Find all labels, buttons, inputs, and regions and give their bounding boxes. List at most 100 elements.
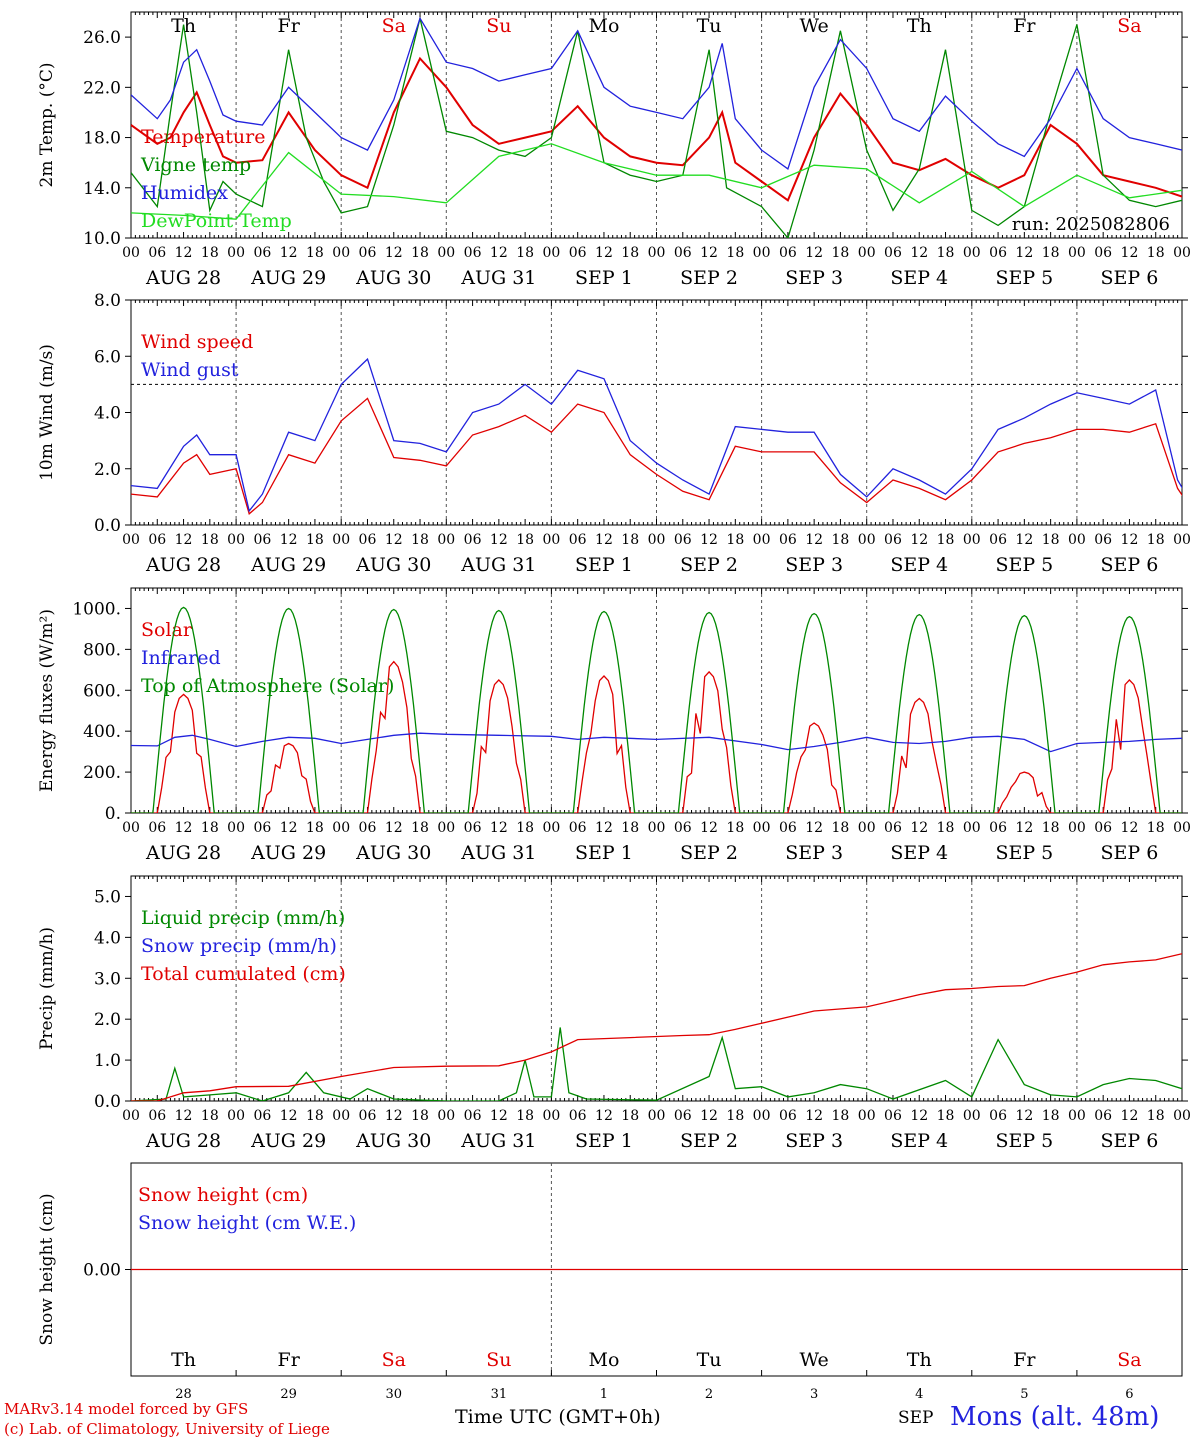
legend-humidex: Humidex xyxy=(141,182,228,204)
hour-tick-label: 00 xyxy=(963,245,981,261)
hour-tick-label: 18 xyxy=(201,820,219,836)
hour-tick-label: 18 xyxy=(621,532,639,548)
hour-tick-label: 00 xyxy=(332,820,350,836)
hour-tick-label: 18 xyxy=(516,1108,534,1124)
day-label: SEP 1 xyxy=(575,1130,633,1152)
y-tick-label: 4.0 xyxy=(94,928,121,948)
hour-tick-label: 00 xyxy=(227,820,245,836)
hour-tick-label: 06 xyxy=(779,820,797,836)
hour-tick-label: 18 xyxy=(1147,532,1165,548)
hour-tick-label: 06 xyxy=(148,532,166,548)
hour-tick-label: 18 xyxy=(411,820,429,836)
weekday-label: We xyxy=(800,1349,829,1371)
top-of-atmosphere-solar-line xyxy=(131,606,1182,813)
day-number-label: 4 xyxy=(915,1387,923,1402)
hour-tick-label: 06 xyxy=(253,245,271,261)
hour-tick-label: 06 xyxy=(674,820,692,836)
hour-tick-label: 12 xyxy=(175,245,193,261)
hour-tick-label: 00 xyxy=(648,532,666,548)
weekday-label: Th xyxy=(907,1349,932,1371)
hour-tick-label: 06 xyxy=(779,1108,797,1124)
hour-tick-label: 12 xyxy=(175,1108,193,1124)
hour-tick-label: 18 xyxy=(832,820,850,836)
hour-tick-label: 00 xyxy=(332,245,350,261)
legend-total-cumulated-cm: Total cumulated (cm) xyxy=(141,963,346,985)
weekday-label: Fr xyxy=(1013,1349,1036,1371)
hour-tick-label: 12 xyxy=(385,820,403,836)
day-label: SEP 6 xyxy=(1101,267,1159,289)
day-label: SEP 6 xyxy=(1101,1130,1159,1152)
day-number-label: 2 xyxy=(705,1387,713,1402)
hour-tick-label: 18 xyxy=(832,1108,850,1124)
hour-tick-label: 18 xyxy=(1147,820,1165,836)
hour-tick-label: 18 xyxy=(1042,820,1060,836)
day-label: SEP 5 xyxy=(995,267,1053,289)
hour-tick-label: 06 xyxy=(464,1108,482,1124)
hour-tick-label: 12 xyxy=(490,820,508,836)
hour-tick-label: 18 xyxy=(1147,245,1165,261)
hour-tick-label: 06 xyxy=(464,820,482,836)
hour-tick-label: 06 xyxy=(674,532,692,548)
hour-tick-label: 00 xyxy=(332,1108,350,1124)
hour-tick-label: 06 xyxy=(674,1108,692,1124)
day-label: AUG 30 xyxy=(355,842,431,864)
hour-tick-label: 12 xyxy=(490,245,508,261)
station-label: Mons (alt. 48m) xyxy=(950,1402,1160,1432)
hour-tick-label: 12 xyxy=(385,532,403,548)
hour-tick-label: 12 xyxy=(805,1108,823,1124)
wind-gust-line xyxy=(131,357,1182,513)
model-credit: MARv3.14 model forced by GFS xyxy=(4,1400,249,1418)
hour-tick-label: 06 xyxy=(148,245,166,261)
day-label: SEP 1 xyxy=(575,267,633,289)
panel-frame xyxy=(130,587,1183,814)
y-tick-label: 2.0 xyxy=(94,460,121,480)
hour-tick-label: 06 xyxy=(1094,820,1112,836)
hour-tick-label: 06 xyxy=(569,820,587,836)
hour-tick-label: 00 xyxy=(122,245,140,261)
hour-tick-label: 06 xyxy=(989,1108,1007,1124)
day-label: SEP 3 xyxy=(785,842,843,864)
weekday-label: Fr xyxy=(278,15,301,37)
hour-tick-label: 00 xyxy=(1173,245,1191,261)
hour-tick-label: 00 xyxy=(332,532,350,548)
hour-tick-label: 00 xyxy=(437,532,455,548)
infrared-line xyxy=(131,732,1182,753)
hour-tick-label: 06 xyxy=(989,245,1007,261)
hour-tick-label: 00 xyxy=(648,1108,666,1124)
day-label: SEP 1 xyxy=(575,842,633,864)
y-tick-label: 5.0 xyxy=(94,887,121,907)
legend-liquid-precip-mm-h: Liquid precip (mm/h) xyxy=(141,907,345,929)
y-tick-label: 0.0 xyxy=(94,1092,121,1112)
hour-tick-label: 06 xyxy=(989,820,1007,836)
hour-tick-label: 12 xyxy=(700,532,718,548)
day-label: SEP 2 xyxy=(680,1130,738,1152)
hour-tick-label: 06 xyxy=(148,820,166,836)
day-label: SEP 3 xyxy=(785,1130,843,1152)
legend-vigne-temp: Vigne temp xyxy=(140,154,251,176)
y-tick-label: 200. xyxy=(83,763,121,783)
hour-tick-label: 18 xyxy=(621,820,639,836)
hour-tick-label: 06 xyxy=(779,532,797,548)
hour-tick-label: 06 xyxy=(1094,245,1112,261)
hour-tick-label: 12 xyxy=(910,245,928,261)
hour-tick-label: 18 xyxy=(726,532,744,548)
hour-tick-label: 00 xyxy=(122,1108,140,1124)
hour-tick-label: 18 xyxy=(201,1108,219,1124)
temperature-line xyxy=(131,56,1182,202)
hour-tick-label: 18 xyxy=(1042,245,1060,261)
y-tick-label: 0.0 xyxy=(94,516,121,536)
hour-tick-label: 12 xyxy=(595,532,613,548)
hour-tick-label: 18 xyxy=(621,1108,639,1124)
legend-wind-gust: Wind gust xyxy=(141,359,239,381)
hour-tick-label: 18 xyxy=(306,245,324,261)
hour-tick-label: 06 xyxy=(359,532,377,548)
y-tick-label: 4.0 xyxy=(94,404,121,424)
day-number-label: 31 xyxy=(491,1387,508,1402)
hour-tick-label: 12 xyxy=(595,1108,613,1124)
hour-tick-label: 06 xyxy=(464,532,482,548)
weekday-label: Sa xyxy=(382,1349,406,1371)
hour-tick-label: 12 xyxy=(700,1108,718,1124)
hour-tick-label: 06 xyxy=(569,532,587,548)
hour-tick-label: 06 xyxy=(359,1108,377,1124)
weekday-label: Mo xyxy=(588,15,619,37)
